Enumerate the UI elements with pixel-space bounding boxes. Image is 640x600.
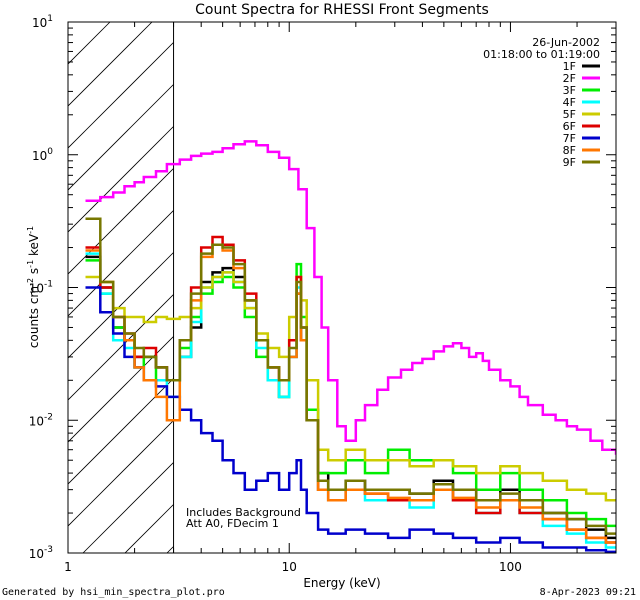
hatch-line <box>68 22 237 191</box>
series-line-9F <box>85 217 616 535</box>
x-tick-label: 10 <box>282 560 297 574</box>
legend-label-1F: 1F <box>563 60 576 73</box>
axis-ticks <box>67 22 617 554</box>
footer-generator: Generated by hsi_min_spectra_plot.pro <box>2 587 225 598</box>
chart-title: Count Spectra for RHESSI Front Segments <box>195 2 489 18</box>
series-line-2F <box>85 140 616 455</box>
x-axis-label: Energy (keV) <box>303 576 380 590</box>
legend-label-4F: 4F <box>563 96 576 109</box>
y-tick-label: 10-1 <box>29 280 53 296</box>
legend-label-7F: 7F <box>563 132 576 145</box>
footer-timestamp: 8-Apr-2023 09:21 <box>540 587 636 598</box>
hatch-mask <box>173 22 616 553</box>
x-axis-tick-labels: 1 10 100 <box>64 560 522 574</box>
legend-label-8F: 8F <box>563 144 576 157</box>
date-label: 26-Jun-2002 <box>532 36 600 49</box>
y-tick-label: 10-3 <box>29 545 53 561</box>
y-axis-tick-labels: 10-3 10-2 10-1 100 101 <box>29 14 54 561</box>
legend-label-5F: 5F <box>563 108 576 121</box>
y-axis-label: counts cm-2 s-1 keV-1 <box>26 226 41 348</box>
legend-label-6F: 6F <box>563 120 576 133</box>
series-line-5F <box>85 271 616 502</box>
series-layer <box>85 140 616 553</box>
y-tick-label: 101 <box>32 14 53 30</box>
time-range-label: 01:18:00 to 01:19:00 <box>483 48 600 61</box>
series-line-8F <box>85 243 616 544</box>
background-hatched-region <box>68 22 616 553</box>
y-tick-label: 10-2 <box>29 412 53 428</box>
hatch-line <box>68 22 195 149</box>
y-tick-label: 100 <box>32 147 53 163</box>
x-tick-label: 100 <box>499 560 522 574</box>
x-tick-label: 1 <box>64 560 72 574</box>
legend-label-9F: 9F <box>563 156 576 169</box>
legend-label-2F: 2F <box>563 72 576 85</box>
annotation-background: Includes Background <box>186 506 301 519</box>
annotation-attenuator: Att A0, FDecim 1 <box>186 517 279 530</box>
legend-label-3F: 3F <box>563 84 576 97</box>
